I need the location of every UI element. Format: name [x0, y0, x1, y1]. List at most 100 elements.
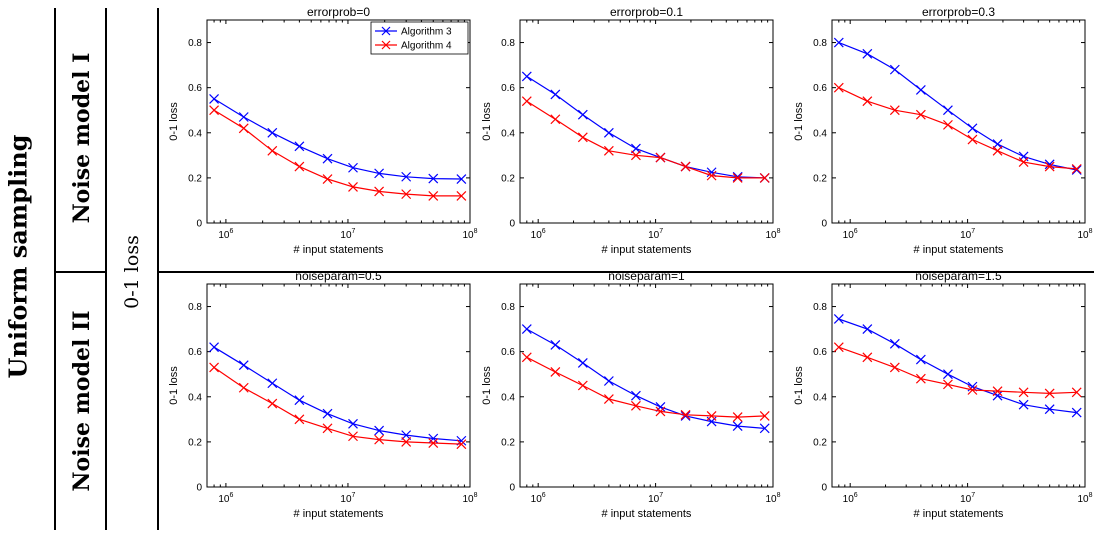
data-point [238, 360, 249, 371]
data-point [577, 380, 588, 391]
y-tick-label: 0.6 [188, 347, 202, 358]
data-point [655, 152, 666, 163]
data-point [1044, 161, 1055, 172]
y-tick-label: 0.6 [813, 83, 827, 94]
point-stroke-b [456, 191, 467, 201]
point-stroke-b [209, 342, 220, 353]
series-line [838, 318, 1077, 414]
data-point [577, 132, 588, 143]
point-stroke-b [992, 145, 1003, 156]
legend-entry: Algorithm 4 [375, 41, 452, 52]
point-stroke-b [1018, 387, 1029, 398]
point-stroke-b [374, 425, 385, 436]
data-point [374, 186, 385, 197]
chart-title: errorprob=0.3 [922, 5, 995, 19]
point-stroke-b [550, 114, 561, 125]
point-stroke-b [374, 168, 385, 179]
data-point [833, 342, 844, 353]
legend: Algorithm 3 Algorithm 4 [370, 21, 469, 55]
data-point [348, 162, 358, 173]
chart-title: noiseparam=1 [608, 269, 685, 283]
data-point [992, 145, 1003, 156]
x-tick-label: 106 [843, 228, 858, 241]
point-stroke-b [889, 105, 900, 116]
chart-panel-3: errorprob=0.3 0 0.2 0.4 0.6 0.8 106 107 108 # inp… [793, 5, 1093, 256]
y-tick-label: 0.4 [188, 128, 202, 139]
data-point [428, 438, 439, 448]
x-tick-label: 107 [340, 492, 355, 505]
data-point [550, 89, 561, 100]
series-line [213, 98, 462, 180]
series-algorithm-4 [833, 342, 1082, 399]
point-stroke-b [889, 338, 900, 349]
data-point [833, 37, 844, 48]
plot-frame [831, 283, 1086, 488]
data-point [732, 412, 743, 423]
data-point [889, 105, 900, 116]
series-algorithm-4 [521, 96, 770, 183]
data-point [680, 411, 691, 421]
y-tick-label: 0 [196, 483, 202, 494]
series-algorithm-3 [521, 71, 770, 183]
data-point [759, 172, 770, 183]
divider-middle [105, 8, 107, 530]
point-stroke-b [862, 324, 873, 335]
data-point [631, 400, 641, 411]
point-stroke-b [680, 161, 691, 172]
data-point [631, 390, 641, 401]
series-line [838, 42, 1077, 171]
y-tick-label: 0 [821, 483, 827, 494]
data-point [348, 431, 358, 442]
point-stroke-b [759, 411, 770, 421]
plot-frame [519, 283, 774, 488]
point-stroke-b [456, 174, 467, 184]
x-tick-label: 107 [960, 228, 975, 241]
chart-panel-4: noiseparam=0.5 0 0.2 0.4 0.6 0.8 106 107 108 # in… [168, 269, 478, 520]
series-algorithm-4 [209, 105, 467, 201]
data-point [732, 421, 743, 432]
point-stroke-b [521, 71, 532, 82]
data-point [209, 362, 220, 373]
y-axis-label: 0-1 loss [481, 102, 493, 141]
point-stroke-b [209, 362, 220, 373]
series-line [213, 109, 462, 197]
data-point [1044, 159, 1055, 170]
legend-label: Algorithm 3 [401, 27, 452, 38]
data-point [209, 342, 220, 353]
data-point [862, 352, 873, 363]
series-line [526, 75, 765, 179]
data-point [862, 96, 873, 107]
data-point [294, 141, 305, 152]
divider-right [157, 8, 159, 530]
data-point [915, 84, 926, 95]
point-stroke-b [1044, 404, 1055, 415]
y-axis-label: 0-1 loss [793, 102, 805, 141]
data-point [374, 425, 385, 436]
data-point [550, 339, 561, 350]
point-stroke-b [706, 170, 717, 181]
x-axis-label: # input statements [294, 508, 384, 520]
data-point [238, 112, 249, 122]
y-tick-label: 0.2 [501, 437, 515, 448]
data-point [680, 161, 691, 172]
point-stroke-b [348, 162, 358, 173]
data-point [267, 145, 278, 156]
series-line [213, 346, 462, 442]
data-point [521, 71, 532, 82]
point-stroke-b [889, 362, 900, 373]
x-tick-label: 108 [462, 228, 477, 241]
data-point [1071, 165, 1082, 175]
data-point [322, 174, 333, 184]
point-stroke-b [732, 421, 743, 432]
data-point [943, 379, 953, 390]
chart-panel-5: noiseparam=1 0 0.2 0.4 0.6 0.8 106 107 108 # inpu… [481, 269, 781, 520]
point-stroke-b [915, 109, 926, 120]
data-point [706, 411, 717, 421]
point-stroke-b [577, 358, 588, 368]
data-point [209, 94, 220, 104]
data-point [943, 119, 953, 130]
point-stroke-b [401, 189, 412, 200]
data-point [267, 378, 278, 389]
data-point [967, 123, 978, 134]
point-stroke-b [1071, 165, 1082, 175]
